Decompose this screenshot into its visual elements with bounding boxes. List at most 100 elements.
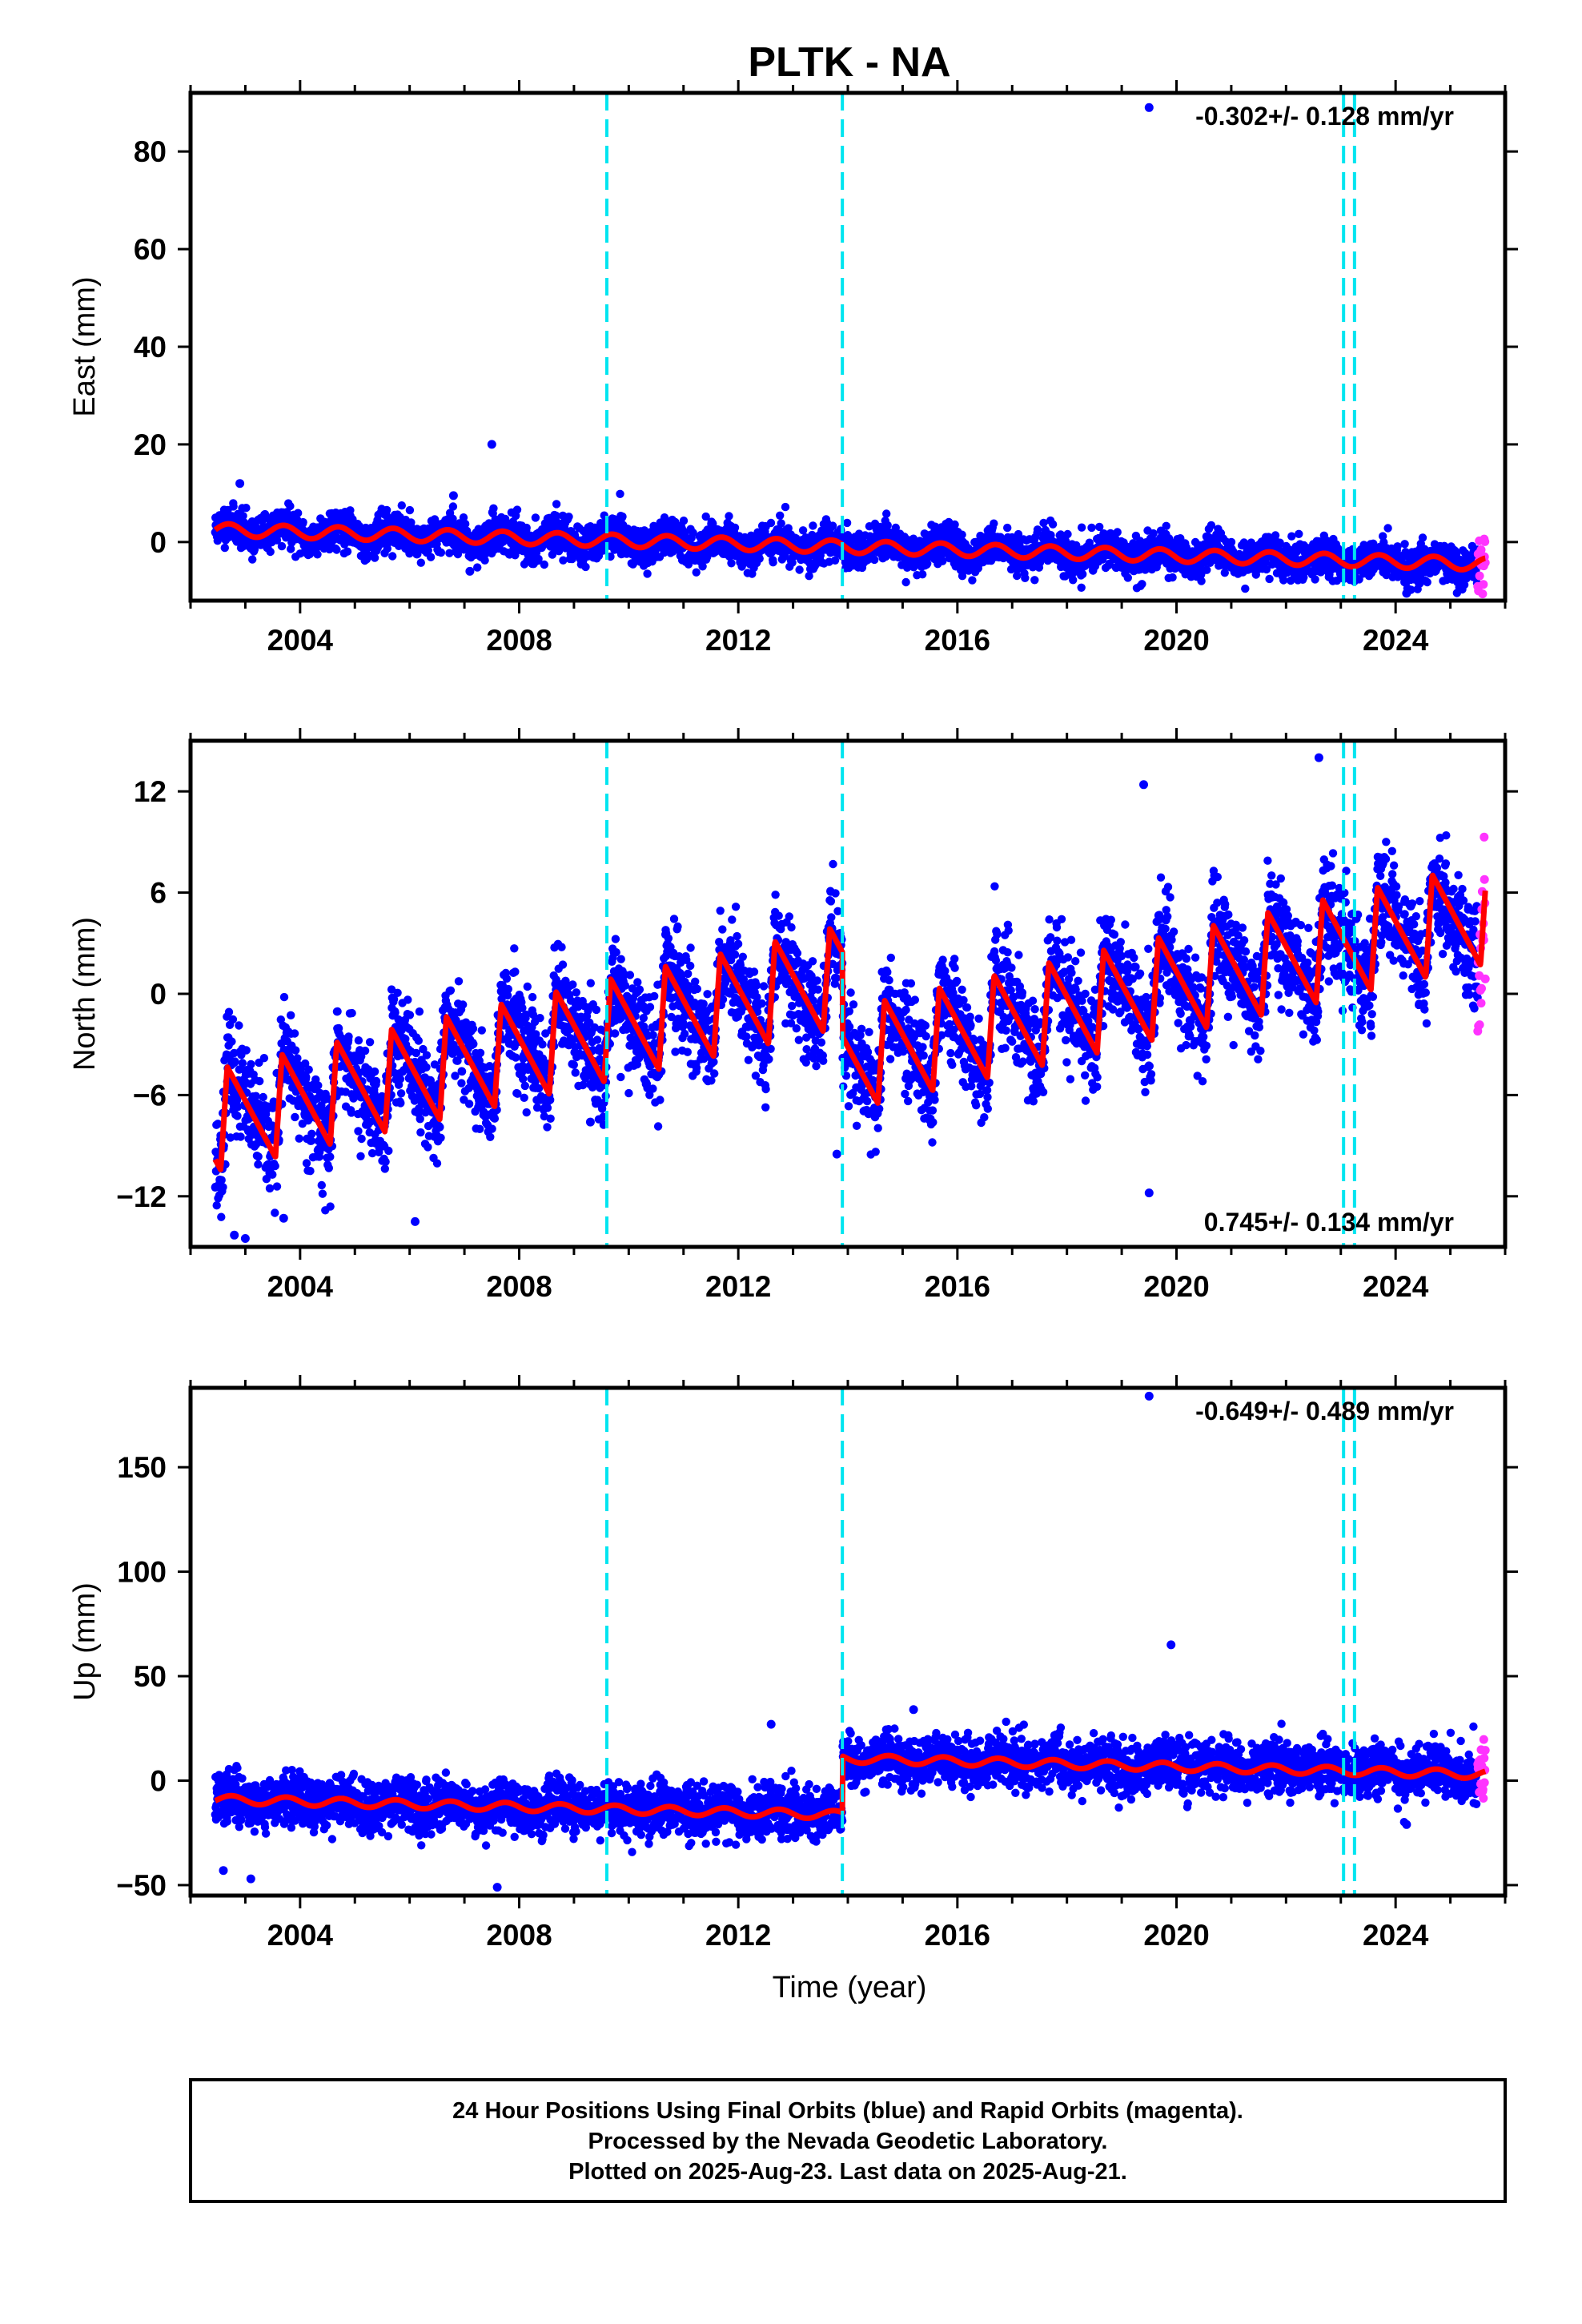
final-orbit-point bbox=[229, 502, 238, 511]
final-orbit-point bbox=[1003, 523, 1012, 533]
final-orbit-point bbox=[370, 1067, 379, 1076]
final-orbit-point bbox=[299, 517, 307, 527]
final-orbit-point bbox=[333, 1007, 342, 1016]
final-orbit-point bbox=[317, 1180, 326, 1190]
final-orbit-point bbox=[540, 560, 548, 569]
final-orbit-point bbox=[1030, 576, 1039, 585]
final-orbit-point bbox=[360, 1046, 370, 1055]
y-tick-label: 60 bbox=[134, 233, 167, 266]
final-orbit-point bbox=[231, 1057, 239, 1066]
final-orbit-point bbox=[1423, 577, 1431, 587]
final-orbit-point bbox=[212, 1201, 221, 1210]
final-orbit-point bbox=[1383, 524, 1392, 533]
final-orbit-point bbox=[679, 517, 689, 525]
final-orbit-point bbox=[480, 556, 489, 565]
final-orbit-point bbox=[242, 504, 251, 513]
final-orbit-point bbox=[842, 518, 852, 528]
final-orbit-point bbox=[923, 559, 932, 568]
y-tick-label: 0 bbox=[150, 526, 167, 559]
final-orbit-point bbox=[343, 547, 352, 556]
rapid-orbit-point bbox=[1478, 589, 1488, 599]
y-tick-label: 40 bbox=[134, 331, 167, 364]
final-orbit-point bbox=[302, 1072, 311, 1082]
final-orbit-point bbox=[388, 552, 397, 561]
final-orbit-point bbox=[254, 1160, 263, 1169]
final-orbit-point bbox=[407, 518, 416, 527]
final-orbit-point bbox=[755, 554, 764, 563]
final-orbit-point bbox=[958, 530, 966, 539]
final-orbit-point bbox=[473, 563, 482, 572]
final-orbit-point bbox=[1241, 584, 1250, 593]
final-orbit-point bbox=[302, 1159, 311, 1168]
final-orbit-point bbox=[531, 513, 540, 522]
final-orbit-point bbox=[1021, 573, 1030, 582]
final-orbit-point bbox=[643, 569, 652, 578]
final-orbit-point bbox=[1393, 542, 1402, 551]
final-orbit-point bbox=[918, 570, 927, 579]
outlier-point bbox=[465, 566, 475, 576]
final-orbit-point bbox=[730, 523, 740, 533]
final-orbit-point bbox=[795, 565, 804, 574]
final-orbit-point bbox=[426, 553, 436, 561]
final-orbit-point bbox=[347, 1008, 356, 1018]
rate-annotation: -0.302+/- 0.128 mm/yr bbox=[1195, 102, 1454, 131]
final-orbit-point bbox=[616, 489, 624, 498]
final-orbit-point bbox=[224, 1007, 234, 1016]
final-orbit-point bbox=[436, 548, 446, 557]
final-orbit-point bbox=[1203, 565, 1211, 574]
final-orbit-point bbox=[272, 536, 282, 545]
final-orbit-point bbox=[393, 988, 402, 998]
final-orbit-point bbox=[798, 526, 808, 535]
final-orbit-point bbox=[259, 1092, 267, 1102]
final-orbit-point bbox=[1149, 529, 1158, 538]
final-orbit-point bbox=[242, 1046, 251, 1055]
final-orbit-point bbox=[354, 1127, 363, 1136]
final-orbit-point bbox=[1418, 533, 1427, 542]
final-orbit-point bbox=[318, 1189, 327, 1198]
final-orbit-point bbox=[396, 1089, 406, 1098]
outlier-point bbox=[1402, 589, 1411, 598]
final-orbit-point bbox=[287, 1011, 295, 1020]
final-orbit-point bbox=[247, 1059, 255, 1069]
final-orbit-point bbox=[356, 1152, 365, 1161]
final-orbit-point bbox=[290, 1029, 299, 1038]
outlier-point bbox=[487, 440, 496, 449]
x-tick-label: 2012 bbox=[705, 624, 771, 657]
final-orbit-point bbox=[370, 553, 379, 562]
final-orbit-point bbox=[870, 555, 879, 565]
final-orbit-point bbox=[396, 1075, 405, 1084]
final-orbit-point bbox=[277, 541, 287, 551]
final-orbit-point bbox=[1168, 573, 1177, 582]
final-orbit-point bbox=[725, 512, 733, 521]
final-orbit-point bbox=[769, 558, 777, 567]
final-orbit-point bbox=[1063, 529, 1072, 539]
final-orbit-point bbox=[1077, 583, 1086, 592]
final-orbit-point bbox=[279, 992, 289, 1002]
final-orbit-point bbox=[326, 1152, 335, 1161]
final-orbit-point bbox=[233, 1112, 242, 1120]
outlier-point bbox=[235, 479, 245, 489]
final-orbit-point bbox=[404, 995, 412, 1004]
final-orbit-point bbox=[254, 1152, 263, 1161]
final-orbit-point bbox=[559, 556, 568, 565]
chart-title: PLTK - NA bbox=[748, 39, 950, 86]
final-orbit-point bbox=[1033, 525, 1042, 534]
final-orbit-point bbox=[291, 1112, 299, 1122]
final-orbit-point bbox=[424, 546, 432, 555]
final-orbit-point bbox=[1048, 520, 1058, 529]
final-orbit-point bbox=[396, 1099, 405, 1108]
final-orbit-point bbox=[314, 1081, 323, 1090]
final-orbit-point bbox=[397, 501, 406, 510]
final-orbit-point bbox=[1197, 577, 1206, 585]
final-orbit-point bbox=[217, 1212, 226, 1221]
final-orbit-point bbox=[1087, 523, 1096, 533]
final-orbit-point bbox=[416, 558, 425, 567]
final-orbit-point bbox=[1295, 529, 1303, 538]
final-orbit-point bbox=[268, 1170, 277, 1179]
final-orbit-point bbox=[219, 1183, 227, 1192]
y-axis-label: East (mm) bbox=[68, 276, 102, 416]
final-orbit-point bbox=[766, 518, 776, 528]
final-orbit-point bbox=[235, 1021, 243, 1030]
final-orbit-point bbox=[781, 502, 790, 512]
